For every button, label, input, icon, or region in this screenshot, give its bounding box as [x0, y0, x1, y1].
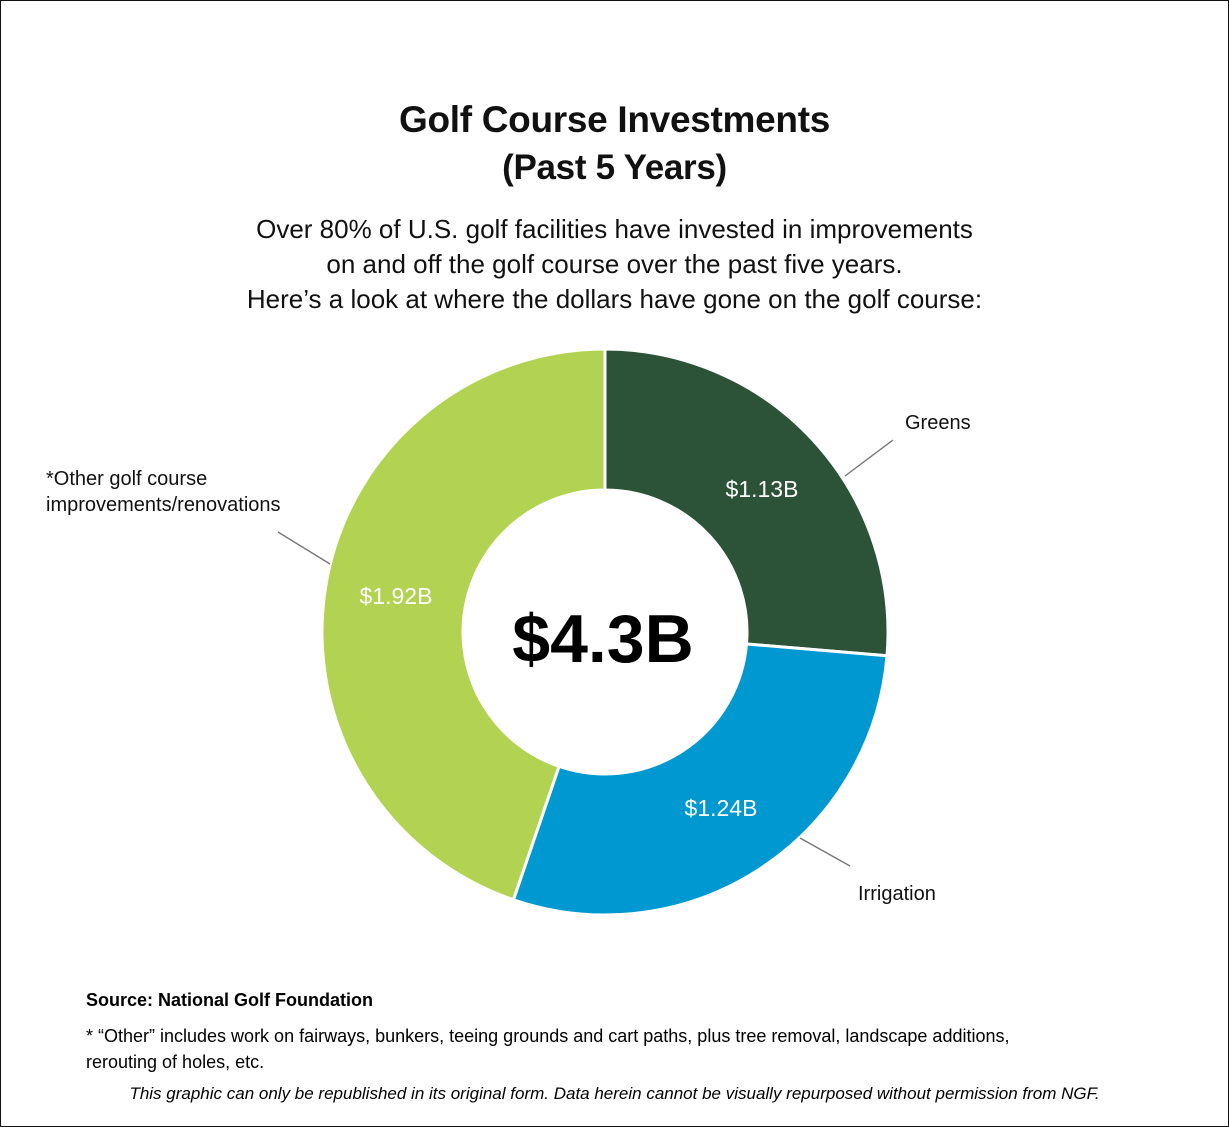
donut-slices: [320, 347, 890, 917]
leader-line-other: [277, 531, 331, 565]
chart-title-period: (Past 5 Years): [502, 148, 727, 187]
leader-line-greens: [844, 439, 894, 477]
leader-line-irrigation: [799, 837, 851, 867]
callout-leader-lines: [277, 439, 894, 867]
value-label-greens: $1.13B: [726, 476, 799, 502]
callout-irrigation: Irrigation: [858, 883, 936, 905]
subtitle-line-1: Over 80% of U.S. golf facilities have in…: [256, 214, 973, 244]
slice-labels: $1.13B $1.24B $1.92B: [360, 476, 799, 821]
slice-irrigation: [511, 642, 889, 917]
slice-other: [320, 347, 607, 902]
chart-title: Golf Course Investments: [398, 99, 831, 140]
disclaimer: This graphic can only be republished in …: [129, 1084, 1100, 1103]
callout-other-line-2: improvements/renovations: [46, 494, 281, 516]
value-label-irrigation: $1.24B: [685, 795, 758, 821]
center-total-label: $4.3B: [512, 601, 693, 677]
value-label-other: $1.92B: [360, 583, 433, 609]
subtitle-line-2: on and off the golf course over the past…: [326, 249, 903, 279]
callout-greens: Greens: [905, 412, 971, 434]
source-note: Source: National Golf Foundation: [86, 990, 373, 1010]
slice-greens: [603, 347, 890, 658]
footnote-line-1: * “Other” includes work on fairways, bun…: [86, 1026, 1010, 1046]
footnote-line-2: rerouting of holes, etc.: [86, 1052, 265, 1072]
subtitle-line-3: Here’s a look at where the dollars have …: [246, 284, 983, 314]
callout-other-line-1: *Other golf course: [46, 468, 207, 490]
